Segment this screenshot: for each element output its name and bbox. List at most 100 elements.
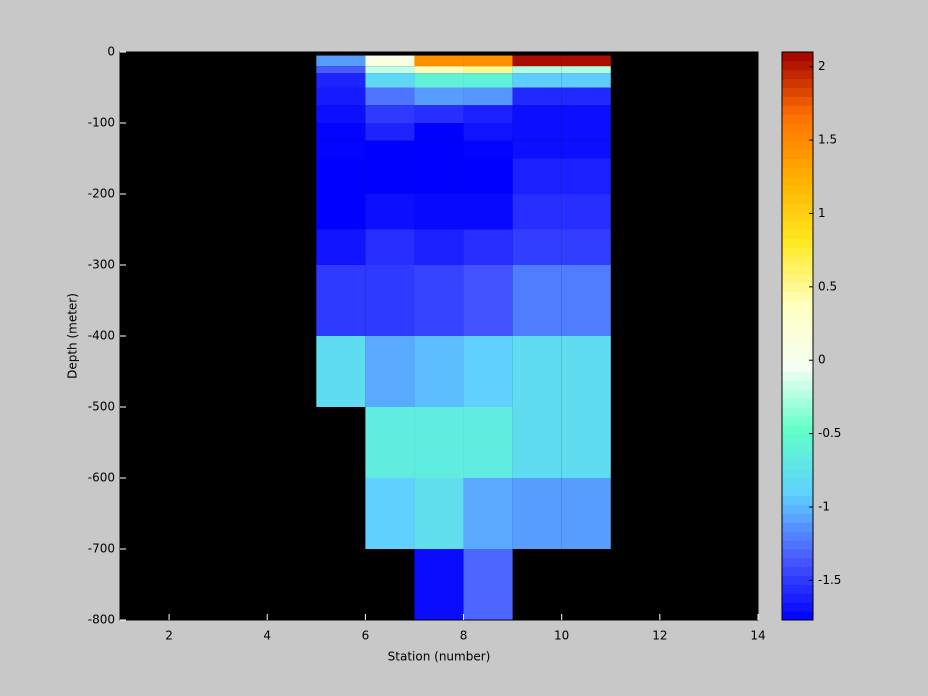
colorbar-tick-label: 2 (818, 59, 826, 73)
y-tick-label: -400 (88, 329, 115, 343)
y-tick-label: -800 (88, 613, 115, 627)
colorbar-band (782, 273, 813, 284)
colorbar-band (782, 238, 813, 248)
colorbar-band (782, 575, 813, 585)
colorbar-band (782, 309, 813, 319)
heatmap-cell (414, 478, 464, 549)
heatmap-cell (512, 87, 562, 106)
heatmap-cell (414, 336, 464, 407)
heatmap-cell (463, 123, 513, 141)
heatmap-cell (512, 158, 562, 194)
colorbar-band (782, 611, 813, 621)
colorbar-tick-label: 0.5 (818, 279, 837, 293)
heatmap-cell (561, 478, 611, 549)
heatmap-cell (365, 407, 415, 478)
heatmap-cell (512, 265, 562, 336)
heatmap-cell (463, 478, 513, 549)
heatmap-cell (414, 105, 464, 123)
colorbar-band (782, 256, 813, 266)
colorbar-band (782, 513, 813, 523)
heatmap-cell (414, 123, 464, 141)
x-axis-label: Station (number) (388, 650, 491, 664)
heatmap-cell (365, 73, 415, 88)
colorbar-band (782, 220, 813, 230)
heatmap-cell (414, 549, 464, 620)
colorbar-band (782, 540, 813, 550)
colorbar-band (782, 194, 813, 204)
x-tick-label: 6 (362, 629, 370, 643)
heatmap-cell (561, 407, 611, 478)
x-tick-label: 10 (554, 629, 569, 643)
colorbar-band (782, 566, 813, 577)
y-axis-label: Depth (meter) (66, 293, 80, 379)
heatmap-cell (365, 55, 415, 67)
heatmap-cell (414, 140, 464, 159)
colorbar-band (782, 291, 813, 301)
heatmap-cell (512, 123, 562, 141)
colorbar-band (782, 318, 813, 328)
colorbar-band (782, 389, 813, 399)
heatmap-cell (365, 87, 415, 106)
heatmap-cell (561, 87, 611, 106)
heatmap-cell (512, 66, 562, 74)
heatmap-cell (316, 265, 366, 336)
heatmap-cell (512, 55, 562, 67)
heatmap-cell (316, 123, 366, 141)
colorbar-band (782, 300, 813, 310)
heatmap-cell (365, 105, 415, 123)
colorbar-band (782, 229, 813, 239)
heatmap-cell (561, 66, 611, 74)
colorbar-band (782, 114, 813, 124)
heatmap-cell (316, 66, 366, 74)
colorbar-band (782, 60, 813, 71)
heatmap-cell (463, 229, 513, 265)
heatmap-cell (365, 194, 415, 230)
colorbar-tick-label: -1 (818, 499, 830, 513)
heatmap-cell (365, 140, 415, 159)
y-tick-label: -600 (88, 471, 115, 485)
colorbar-band (782, 451, 813, 461)
colorbar-band (782, 584, 813, 594)
heatmap-cell (316, 229, 366, 265)
heatmap-cell (512, 229, 562, 265)
heatmap-cell (463, 265, 513, 336)
heatmap-cell (561, 336, 611, 407)
heatmap-cell (316, 158, 366, 194)
colorbar-band (782, 202, 813, 213)
colorbar-band (782, 486, 813, 497)
heatmap-cell (512, 140, 562, 159)
colorbar-band (782, 424, 813, 435)
colorbar-band (782, 78, 813, 88)
heatmap-cell (365, 229, 415, 265)
colorbar-band (782, 602, 813, 612)
colorbar-band (782, 140, 813, 151)
colorbar-tick-label: -0.5 (818, 426, 841, 440)
heatmap-cell (463, 407, 513, 478)
heatmap-cell (414, 55, 464, 67)
heatmap-cell (561, 158, 611, 194)
colorbar-band (782, 211, 813, 222)
heatmap-cell (316, 140, 366, 159)
colorbar-band (782, 593, 813, 603)
heatmap-cell (365, 66, 415, 74)
colorbar-band (782, 522, 813, 532)
heatmap-cell (365, 265, 415, 336)
y-tick-label: -700 (88, 542, 115, 556)
heatmap-cell (561, 194, 611, 230)
heatmap-cell (365, 478, 415, 549)
heatmap-cell (512, 105, 562, 123)
heatmap-cell (561, 229, 611, 265)
heatmap-cell (512, 336, 562, 407)
heatmap-cell (463, 87, 513, 106)
colorbar-band (782, 460, 813, 470)
heatmap-cell (316, 336, 366, 407)
heatmap-cell (463, 194, 513, 230)
heatmap-cell (463, 66, 513, 74)
heatmap-cell (316, 87, 366, 106)
colorbar-band (782, 105, 813, 115)
x-tick-label: 2 (165, 629, 173, 643)
heatmap-cell (512, 478, 562, 549)
heatmap-cell (561, 265, 611, 336)
colorbar-band (782, 398, 813, 408)
